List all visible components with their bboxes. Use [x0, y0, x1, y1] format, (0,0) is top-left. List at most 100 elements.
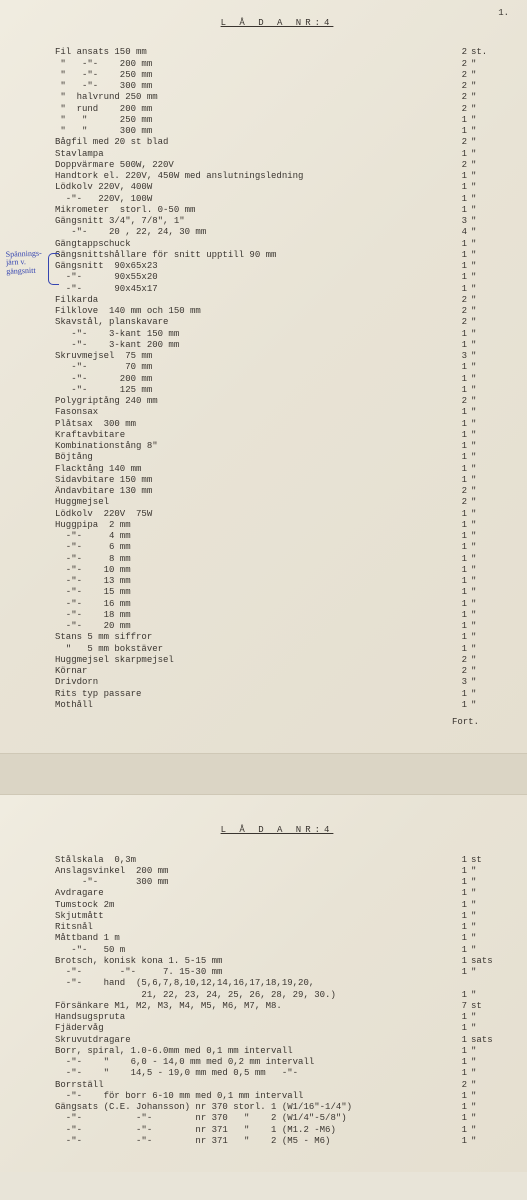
item-quantity: 1 — [445, 990, 471, 1001]
item-quantity: 1 — [445, 599, 471, 610]
item-unit: " — [471, 877, 499, 888]
item-quantity: 1 — [445, 565, 471, 576]
list-item: -"- 13 mm1" — [55, 576, 499, 587]
item-unit: st. — [471, 47, 499, 58]
list-item: Filklove 140 mm och 150 mm2" — [55, 306, 499, 317]
list-item: " -"- 250 mm2" — [55, 70, 499, 81]
item-quantity: 1 — [445, 239, 471, 250]
list-item: Fasonsax1" — [55, 407, 499, 418]
list-item: Gängtappschuck1" — [55, 239, 499, 250]
list-item: -"- 16 mm1" — [55, 599, 499, 610]
item-unit: " — [471, 1102, 499, 1113]
list-item: Försänkare M1, M2, M3, M4, M5, M6, M7, M… — [55, 1001, 499, 1012]
item-description: Stans 5 mm siffror — [55, 632, 445, 643]
list-item: Böjtång1" — [55, 452, 499, 463]
item-description: -"- för borr 6-10 mm med 0,1 mm interval… — [55, 1091, 445, 1102]
list-item: -"- -"- nr 371 " 2 (M5 - M6)1" — [55, 1136, 499, 1147]
list-item: -"- 10 mm1" — [55, 565, 499, 576]
item-quantity: 1 — [445, 419, 471, 430]
list-item: Huggpipa 2 mm1" — [55, 520, 499, 531]
list-item: -"- " 14,5 - 19,0 mm med 0,5 mm -"-1" — [55, 1068, 499, 1079]
item-quantity: 1 — [445, 945, 471, 956]
item-description: Handtork el. 220V, 450W med anslutningsl… — [55, 171, 445, 182]
item-description: Huggpipa 2 mm — [55, 520, 445, 531]
item-description: Lödkolv 220V 75W — [55, 509, 445, 520]
item-unit: " — [471, 104, 499, 115]
list-item: " " 300 mm1" — [55, 126, 499, 137]
item-unit: " — [471, 261, 499, 272]
list-item: Fil ansats 150 mm2st. — [55, 47, 499, 58]
item-description: -"- 6 mm — [55, 542, 445, 553]
item-quantity: 1 — [445, 149, 471, 160]
list-item: -"- " 6,0 - 14,0 mm med 0,2 mm intervall… — [55, 1057, 499, 1068]
list-item: -"- 4 mm1" — [55, 531, 499, 542]
list-item: Mikrometer storl. 0-50 mm1" — [55, 205, 499, 216]
item-unit: " — [471, 126, 499, 137]
item-quantity: 2 — [445, 70, 471, 81]
item-unit: " — [471, 1091, 499, 1102]
item-unit: " — [471, 59, 499, 70]
list-item: -"- hand (5,6,7,8,10,12,14,16,17,18,19,2… — [55, 978, 499, 989]
list-item: Polygriptång 240 mm2" — [55, 396, 499, 407]
item-description: -"- 200 mm — [55, 374, 445, 385]
item-description: Plåtsax 300 mm — [55, 419, 445, 430]
list-item: -"- -"- nr 371 " 1 (M1.2 -M6)1" — [55, 1125, 499, 1136]
item-description: Stålskala 0,3m — [55, 855, 445, 866]
list-item: Borrställ2" — [55, 1080, 499, 1091]
item-quantity: 2 — [445, 47, 471, 58]
item-description: Anslagsvinkel 200 mm — [55, 866, 445, 877]
item-unit: " — [471, 1057, 499, 1068]
item-quantity: 2 — [445, 666, 471, 677]
item-quantity: 1 — [445, 362, 471, 373]
item-quantity: 1 — [445, 888, 471, 899]
item-description: Avdragare — [55, 888, 445, 899]
item-quantity: 3 — [445, 351, 471, 362]
item-description: -"- 20 , 22, 24, 30 mm — [55, 227, 445, 238]
item-description: " " 300 mm — [55, 126, 445, 137]
item-unit: " — [471, 1012, 499, 1023]
item-description: -"- 4 mm — [55, 531, 445, 542]
list-item: -"- 200 mm1" — [55, 374, 499, 385]
item-description: -"- 3-kant 200 mm — [55, 340, 445, 351]
item-quantity: 3 — [445, 216, 471, 227]
item-quantity: 1 — [445, 621, 471, 632]
list-item: Huggmejsel skarpmejsel2" — [55, 655, 499, 666]
item-unit: " — [471, 689, 499, 700]
item-description: Tumstock 2m — [55, 900, 445, 911]
list-item: Ändavbitare 130 mm2" — [55, 486, 499, 497]
item-description: -"- 18 mm — [55, 610, 445, 621]
item-quantity: 1 — [445, 700, 471, 711]
list-item: -"- 90x45x171" — [55, 284, 499, 295]
list-item: " rund 200 mm2" — [55, 104, 499, 115]
list-item: Borr, spiral, 1.0-6.0mm med 0,1 mm inter… — [55, 1046, 499, 1057]
item-quantity: 2 — [445, 59, 471, 70]
list-item: Rits typ passare1" — [55, 689, 499, 700]
item-quantity: 1 — [445, 542, 471, 553]
item-quantity: 2 — [445, 81, 471, 92]
item-description: Måttband 1 m — [55, 933, 445, 944]
item-unit: " — [471, 396, 499, 407]
item-description: Filkarda — [55, 295, 445, 306]
item-quantity: 1 — [445, 1012, 471, 1023]
item-description: Kombinationstång 8" — [55, 441, 445, 452]
item-quantity: 1 — [445, 855, 471, 866]
list-item: Kraftavbitare1" — [55, 430, 499, 441]
item-description: Skavstål, planskavare — [55, 317, 445, 328]
item-description: -"- 16 mm — [55, 599, 445, 610]
item-unit: " — [471, 182, 499, 193]
item-description: -"- 50 m — [55, 945, 445, 956]
item-quantity: 7 — [445, 1001, 471, 1012]
list-item: Körnar2" — [55, 666, 499, 677]
item-quantity: 1 — [445, 284, 471, 295]
item-unit: " — [471, 1113, 499, 1124]
item-description: Fasonsax — [55, 407, 445, 418]
list-item: Flacktång 140 mm1" — [55, 464, 499, 475]
item-unit: " — [471, 306, 499, 317]
item-unit: " — [471, 632, 499, 643]
page-1: 1. L Å D A NR:4 Spännings- järn v. gängs… — [0, 0, 527, 753]
item-quantity: 1 — [445, 877, 471, 888]
list-item: -"- 6 mm1" — [55, 542, 499, 553]
list-item: Plåtsax 300 mm1" — [55, 419, 499, 430]
item-unit: " — [471, 888, 499, 899]
list-item: Skruvutdragare1sats — [55, 1035, 499, 1046]
